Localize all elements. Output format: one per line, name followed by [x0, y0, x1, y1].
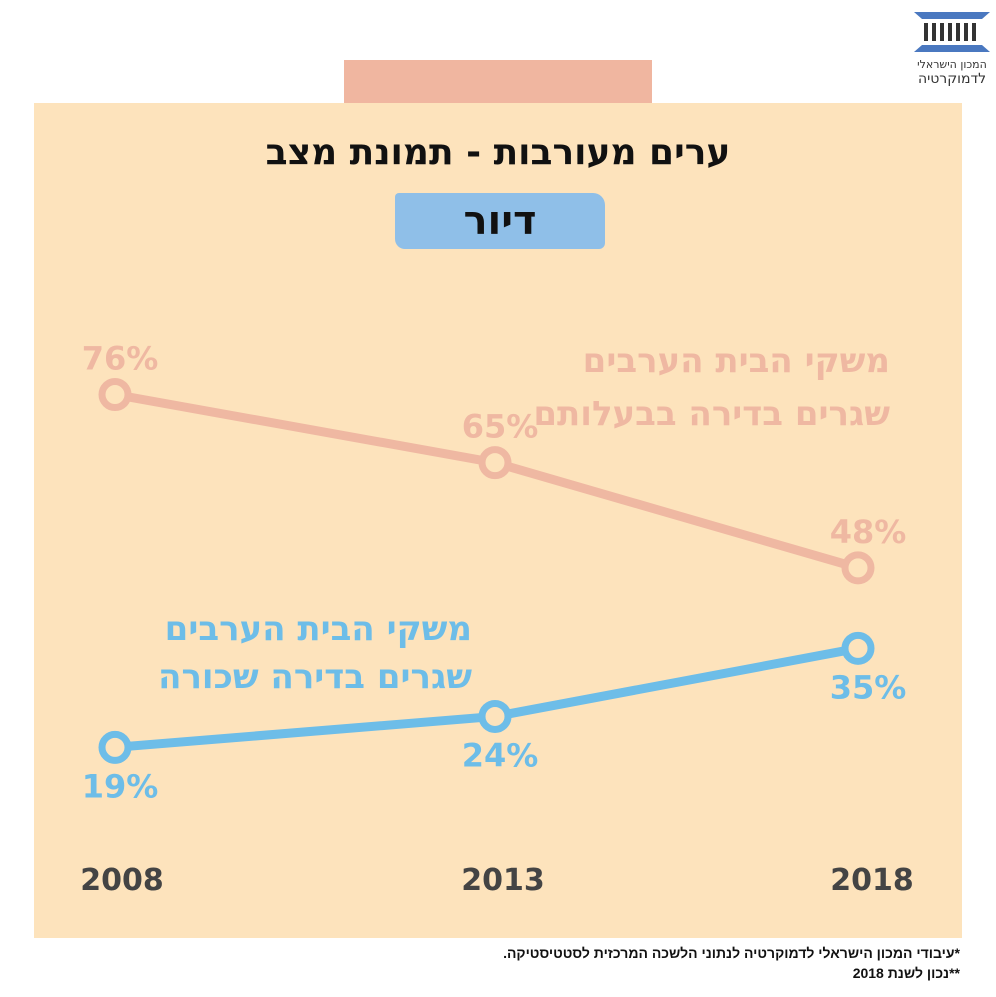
series-name-label: שגרים בדירה שכורה [158, 657, 472, 697]
data-label: 35% [830, 668, 907, 706]
data-point [478, 699, 512, 733]
chart-title: ערים מעורבות - תמונת מצב [265, 132, 731, 173]
chart-subtitle: דיור [395, 193, 605, 249]
data-label: 19% [82, 767, 159, 805]
data-point [841, 631, 875, 665]
data-label: 48% [830, 513, 907, 551]
logo: המכון הישראלי לדמוקרטיה [910, 10, 994, 86]
data-point [98, 730, 132, 764]
data-label: 24% [462, 736, 539, 774]
footnote-year: **נכון לשנת 2018 [852, 965, 960, 981]
data-point [841, 551, 875, 585]
decorative-tab [344, 60, 652, 103]
data-point [478, 446, 512, 480]
logo-text-line2: לדמוקרטיה [917, 71, 987, 87]
series-name-label: משקי הבית הערבים [165, 609, 472, 649]
data-point [98, 378, 132, 412]
footnote-source: *עיבודי המכון הישראלי לדמוקרטיה לנתוני ה… [503, 945, 960, 961]
series-name-label: שגרים בדירה בבעלותם [533, 394, 890, 434]
series-name-label: משקי הבית הערבים [583, 341, 890, 381]
footnotes: *עיבודי המכון הישראלי לדמוקרטיה לנתוני ה… [503, 943, 960, 983]
x-tick-label: 2008 [80, 863, 164, 898]
data-label: 65% [462, 408, 539, 446]
x-tick-label: 2013 [461, 863, 545, 898]
data-label: 76% [82, 340, 159, 378]
x-tick-label: 2018 [830, 863, 914, 898]
institute-logo-icon [914, 12, 990, 52]
logo-text-line1: המכון הישראלי [917, 58, 987, 71]
